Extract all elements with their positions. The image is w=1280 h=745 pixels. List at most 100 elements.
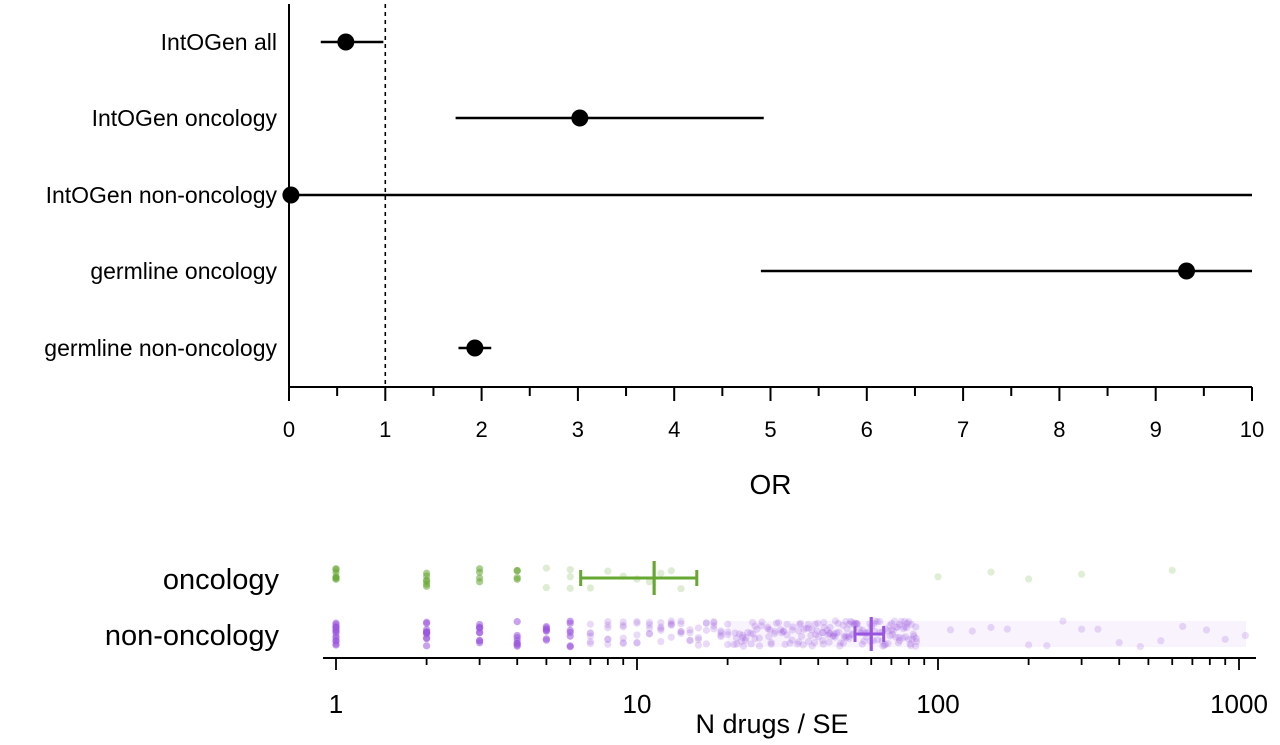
data-point (633, 631, 641, 639)
data-point (677, 629, 685, 638)
data-point (619, 618, 627, 626)
data-point (604, 624, 612, 632)
log-x-axis-title: N drugs / SE (695, 709, 848, 739)
data-point (686, 636, 694, 644)
data-point (1157, 637, 1165, 645)
data-point (767, 638, 775, 647)
data-point (889, 627, 897, 635)
data-point (1115, 638, 1123, 647)
data-point (586, 620, 594, 628)
data-point (645, 621, 654, 629)
row-label-intogen-non-oncology: IntOGen non-oncology (46, 182, 278, 208)
data-point (724, 628, 732, 636)
data-point (1025, 641, 1033, 649)
data-point (1043, 642, 1051, 650)
data-point (332, 574, 340, 582)
data-point (796, 619, 805, 627)
row-label-non-oncology: non-oncology (105, 620, 280, 652)
data-point (1136, 642, 1144, 651)
data-point (542, 636, 550, 644)
data-point (677, 617, 685, 625)
data-point (751, 634, 759, 643)
data-point (879, 642, 887, 650)
data-point (586, 638, 594, 646)
data-point (841, 632, 850, 640)
data-point (829, 632, 837, 640)
data-point (724, 620, 732, 628)
data-point (883, 627, 892, 635)
data-point (796, 620, 804, 629)
data-point (677, 627, 685, 636)
data-point (881, 640, 890, 649)
data-point (1179, 622, 1187, 631)
data-point (739, 633, 747, 642)
data-point (694, 641, 703, 649)
data-point (423, 628, 431, 637)
data-point (903, 619, 911, 628)
data-point (749, 630, 757, 638)
data-point (542, 624, 550, 632)
log-tick-label: 10 (623, 689, 652, 719)
data-point (476, 568, 484, 576)
data-point (1003, 625, 1011, 633)
forest-tick-label: 4 (668, 417, 680, 442)
data-point (968, 627, 976, 635)
data-point (604, 635, 612, 643)
data-point (820, 618, 828, 626)
data-point (778, 629, 786, 637)
data-point (912, 642, 920, 650)
data-point (751, 622, 759, 630)
data-point (586, 629, 594, 637)
data-point (566, 619, 574, 627)
data-point (423, 618, 431, 626)
dense-point-cloud (727, 621, 1246, 647)
data-point (789, 623, 797, 631)
data-point (1025, 575, 1033, 583)
data-point (667, 620, 675, 629)
data-point (912, 638, 921, 646)
data-point (1059, 617, 1067, 625)
data-point (513, 574, 521, 582)
data-point (755, 642, 764, 650)
data-point (747, 640, 755, 648)
data-point (820, 623, 828, 632)
data-point (813, 627, 821, 635)
data-point (835, 628, 843, 636)
data-point (826, 623, 834, 631)
forest-tick-label: 3 (572, 417, 584, 442)
data-point (476, 578, 484, 586)
log-tick-label: 1000 (1210, 689, 1268, 719)
data-point (901, 617, 909, 625)
data-point (880, 641, 888, 649)
data-point (710, 618, 718, 626)
data-point (842, 617, 850, 626)
data-point (840, 633, 848, 641)
data-point (910, 632, 918, 640)
estimate-point-germline-non-oncology (466, 339, 484, 357)
data-point (566, 628, 574, 637)
data-point (894, 639, 903, 647)
data-point (859, 626, 867, 634)
data-point (619, 640, 627, 648)
forest-tick-label: 8 (1053, 417, 1065, 442)
data-point (744, 628, 752, 637)
data-point (788, 636, 796, 644)
data-point (1221, 635, 1229, 643)
forest-plot: 0 1 2 3 4 5 6 7 8 9 10 OR IntOGen all IntOGen oncolog… (44, 4, 1264, 500)
data-point (755, 634, 763, 642)
data-point (934, 573, 942, 581)
data-point (819, 640, 827, 648)
data-point (887, 626, 896, 634)
data-point (907, 642, 915, 650)
data-point (677, 620, 685, 628)
data-point (807, 631, 815, 640)
data-point (906, 640, 914, 648)
data-point (987, 568, 995, 576)
data-point (604, 635, 612, 643)
data-point (793, 640, 802, 648)
data-point (710, 622, 718, 630)
data-point (741, 636, 749, 645)
data-point (747, 629, 755, 637)
data-point (657, 569, 665, 577)
data-point (899, 634, 907, 642)
